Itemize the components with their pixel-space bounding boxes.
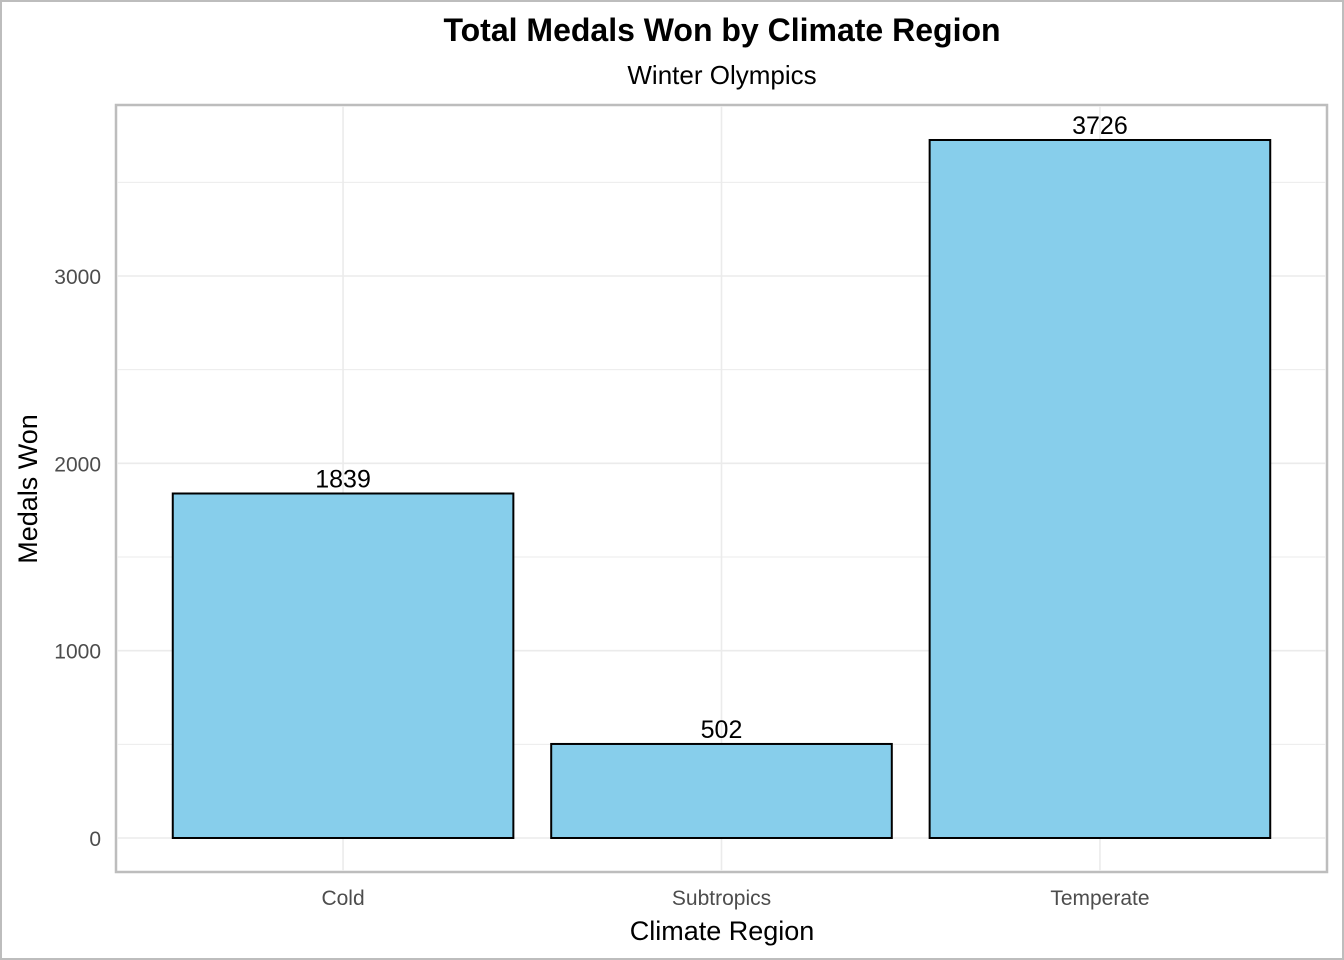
chart-subtitle: Winter Olympics xyxy=(627,60,816,90)
x-axis-title: Climate Region xyxy=(630,916,815,946)
data-label: 3726 xyxy=(1072,112,1128,140)
y-tick-label: 1000 xyxy=(54,641,101,664)
bars xyxy=(171,138,1272,840)
data-labels: 1839 502 3726 xyxy=(315,112,1128,744)
bar-temperate xyxy=(928,138,1272,840)
bar-subtropics xyxy=(550,742,893,840)
x-tick-label: Cold xyxy=(321,887,364,910)
y-axis-ticks: 0 1000 2000 3000 xyxy=(54,266,101,851)
x-tick-label: Temperate xyxy=(1050,887,1149,910)
data-label: 502 xyxy=(701,716,743,744)
x-tick-label: Subtropics xyxy=(672,887,771,910)
x-axis-ticks: Cold Subtropics Temperate xyxy=(321,887,1149,910)
y-tick-label: 0 xyxy=(89,828,101,851)
y-axis-title: Medals Won xyxy=(13,414,43,564)
y-tick-label: 3000 xyxy=(54,266,101,289)
data-label: 1839 xyxy=(315,465,371,493)
bar-cold xyxy=(171,492,515,839)
chart-title: Total Medals Won by Climate Region xyxy=(443,12,1000,48)
y-tick-label: 2000 xyxy=(54,453,101,476)
